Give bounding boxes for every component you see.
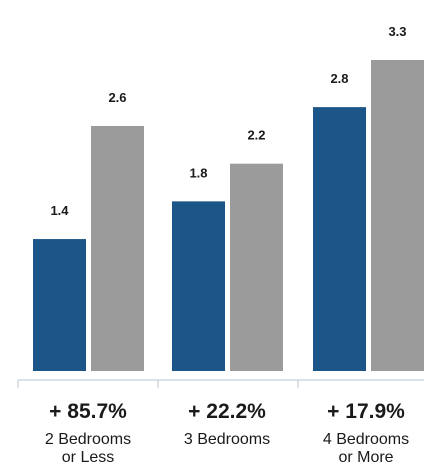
bars-layer: [33, 60, 424, 371]
bar-series-2-cat-3: [371, 60, 424, 371]
value-label-series-2-cat-1: 2.6: [108, 90, 126, 105]
category-label-cat-1-line-1: 2 Bedrooms: [45, 431, 131, 448]
value-label-series-1-cat-1: 1.4: [50, 203, 69, 218]
category-label-cat-1-line-2: or Less: [62, 449, 114, 466]
bar-series-1-cat-3: [313, 107, 366, 371]
bar-series-2-cat-1: [91, 125, 144, 371]
value-label-series-2-cat-3: 3.3: [388, 24, 406, 39]
bar-series-2-cat-2: [230, 163, 283, 371]
change-label-cat-3: + 17.9%: [327, 400, 405, 423]
category-label-cat-2-line-1: 3 Bedrooms: [184, 431, 270, 448]
bar-series-1-cat-1: [33, 239, 86, 371]
value-label-series-2-cat-2: 2.2: [247, 128, 265, 143]
category-label-cat-3-line-1: 4 Bedrooms: [323, 431, 409, 448]
bar-series-1-cat-2: [172, 201, 225, 371]
value-label-series-1-cat-2: 1.8: [189, 165, 207, 180]
value-label-series-1-cat-3: 2.8: [330, 71, 348, 86]
category-label-cat-3-line-2: or More: [338, 449, 393, 466]
change-label-cat-1: + 85.7%: [49, 400, 127, 423]
value-labels-layer: 1.4 2.6 1.8 2.2 2.8 3.3: [50, 24, 406, 218]
x-axis-ticks: [17, 380, 299, 388]
change-label-cat-2: + 22.2%: [188, 400, 266, 423]
